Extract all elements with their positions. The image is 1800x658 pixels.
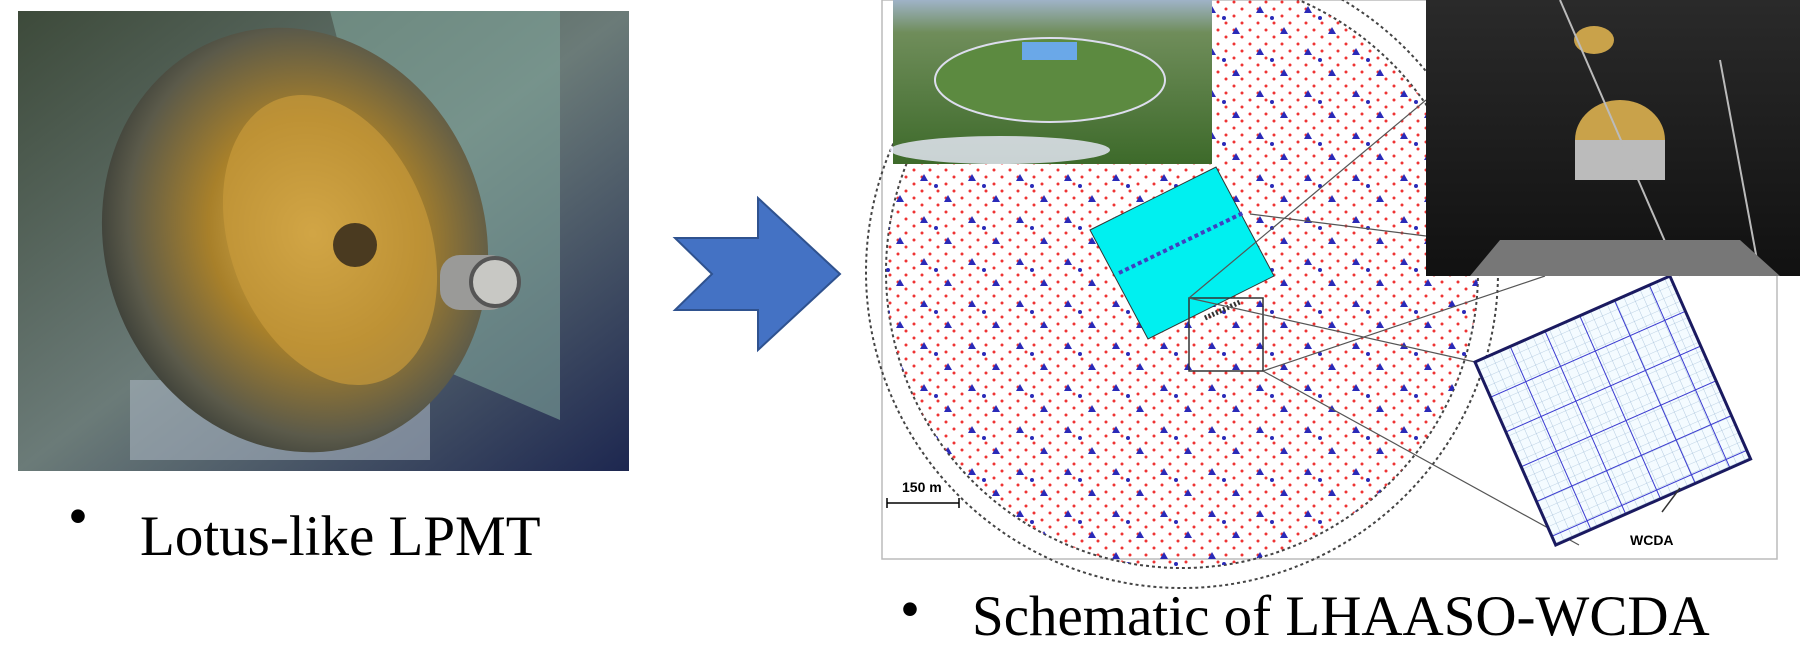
slide-canvas: • Lotus-like LPMT WCDA 150 m — [0, 0, 1800, 658]
caption: Schematic of LHAASO-WCDA — [972, 585, 1710, 648]
arrow — [675, 198, 840, 350]
bullet: • — [68, 485, 88, 548]
lpmt-photo — [18, 0, 629, 507]
bullet: • — [900, 578, 920, 641]
scale-label: 150 m — [902, 479, 942, 495]
schematic: WCDA 150 m — [866, 0, 1800, 588]
caption: Lotus-like LPMT — [140, 505, 541, 568]
grid-label: WCDA — [1630, 532, 1674, 548]
slide: • Lotus-like LPMT WCDA 150 m — [0, 0, 1800, 658]
